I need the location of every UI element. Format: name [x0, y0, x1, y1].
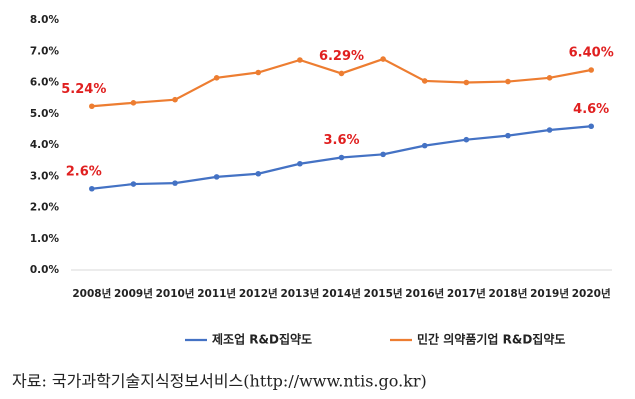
point	[421, 78, 428, 84]
point	[89, 103, 95, 110]
point	[172, 180, 178, 186]
data-label: 5.24%	[61, 82, 106, 97]
point	[213, 75, 220, 81]
y-tick-label: 1.0%	[30, 233, 60, 245]
x-tick-label: 2020년	[572, 287, 611, 300]
x-tick-label: 2010년	[156, 287, 195, 300]
y-tick-label: 3.0%	[30, 170, 60, 182]
data-label: 2.6%	[66, 164, 102, 179]
point	[546, 127, 553, 133]
x-tick-label: 2008년	[72, 287, 111, 300]
point	[463, 136, 470, 143]
point	[297, 57, 303, 63]
point	[130, 100, 137, 106]
x-tick-label: 2013년	[280, 287, 319, 300]
y-tick-label: 5.0%	[30, 108, 60, 120]
x-tick-label: 2017년	[447, 287, 486, 300]
point	[338, 70, 345, 77]
data-label: 6.29%	[319, 49, 364, 64]
point	[255, 69, 262, 76]
y-tick-label: 2.0%	[30, 202, 60, 214]
point	[588, 123, 594, 130]
x-tick-label: 2016년	[405, 287, 444, 300]
x-tick-label: 2019년	[530, 287, 569, 300]
point	[421, 142, 428, 149]
x-tick-label: 2012년	[239, 287, 278, 300]
x-tick-label: 2018년	[489, 287, 528, 300]
y-tick-label: 6.0%	[30, 77, 60, 89]
point	[546, 75, 553, 81]
legend-label: 제조업 R&D집약도	[212, 332, 312, 347]
point	[380, 56, 386, 62]
series-line	[91, 57, 592, 108]
point	[297, 160, 303, 167]
point	[463, 79, 470, 86]
y-tick-label: 0.0%	[30, 264, 60, 276]
point	[505, 78, 511, 85]
y-tick-label: 7.0%	[30, 45, 60, 57]
y-tick-label: 8.0%	[30, 14, 60, 26]
x-tick-label: 2015년	[364, 287, 403, 300]
legend-label: 민간 의약품기업 R&D집약도	[417, 332, 565, 347]
point	[338, 154, 345, 161]
point	[380, 151, 386, 158]
data-label: 4.6%	[573, 102, 609, 117]
point	[172, 96, 178, 103]
point	[255, 170, 262, 177]
point	[213, 174, 220, 180]
point	[89, 185, 95, 192]
data-label: 3.6%	[323, 133, 359, 148]
x-tick-label: 2011년	[197, 287, 236, 300]
point	[130, 181, 137, 187]
data-label: 6.40%	[569, 46, 614, 61]
point	[588, 67, 594, 73]
source-note: 자료: 국가과학기술지식정보서비스(http://www.ntis.go.kr)	[12, 372, 427, 391]
point	[505, 132, 511, 139]
y-tick-label: 4.0%	[30, 139, 60, 151]
x-tick-label: 2009년	[114, 287, 153, 300]
x-tick-label: 2014년	[322, 287, 361, 300]
